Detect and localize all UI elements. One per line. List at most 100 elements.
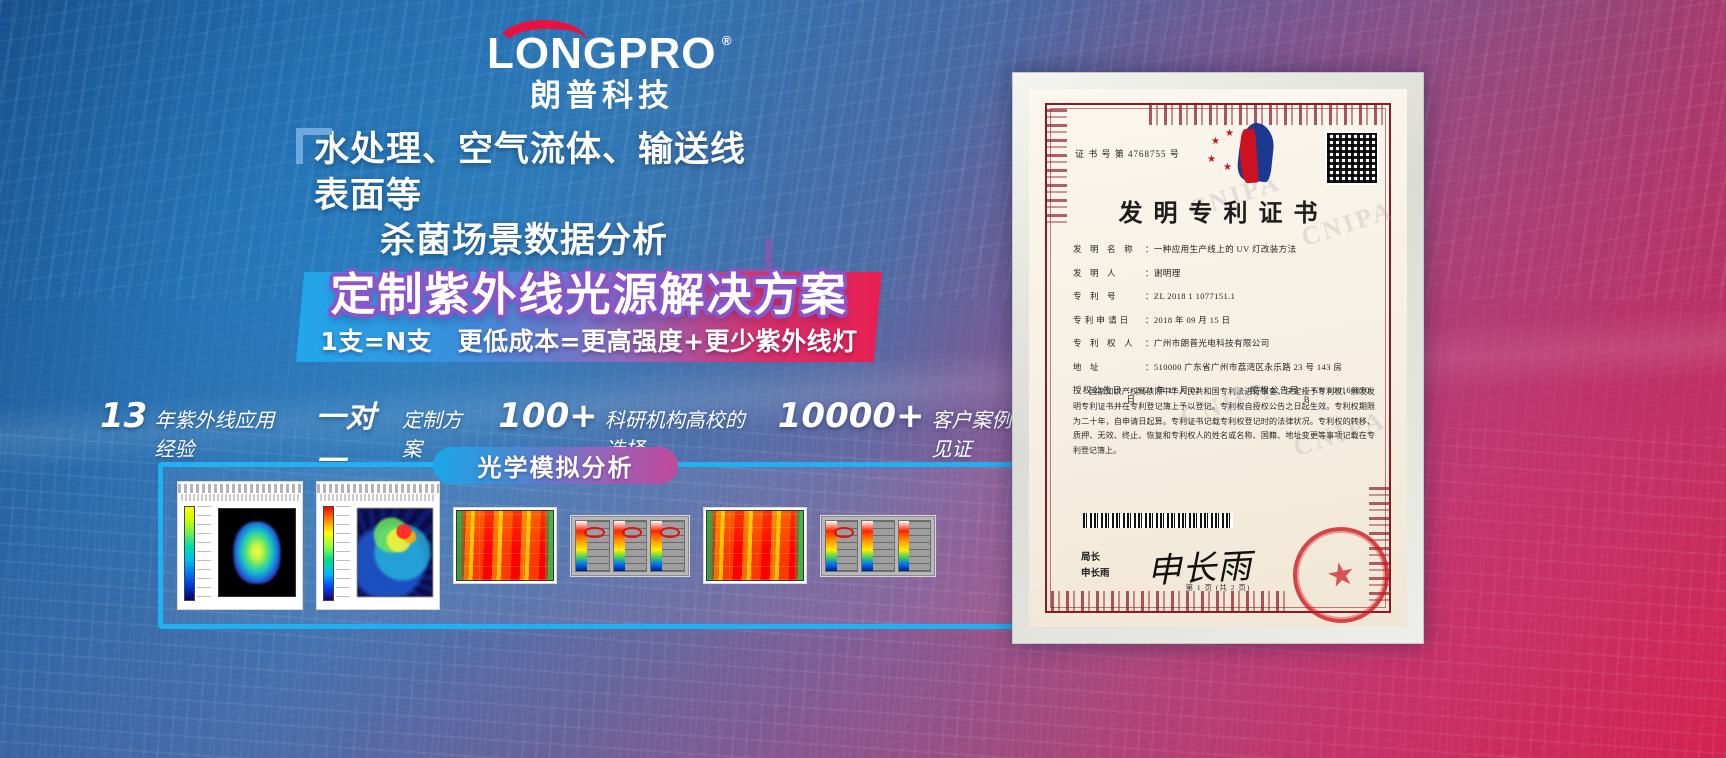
barcode-icon bbox=[1083, 513, 1233, 528]
colorbar-cell bbox=[575, 519, 610, 572]
bracket-bottom-right-icon bbox=[736, 238, 772, 275]
patent-certificate: CNIPA CNIPA CNIPA CNIPA 证 书 号 第 4768755 … bbox=[1012, 72, 1424, 644]
stat-number: 10000+ bbox=[777, 396, 925, 436]
ornament-top-icon bbox=[1149, 105, 1387, 125]
stat-number: 一对一 bbox=[315, 400, 376, 479]
simulation-image-colorbar-panel-1[interactable] bbox=[570, 514, 690, 577]
stats-row: 13 年紫外线应用经验 一对一 定制方案 100+ 科研机构高校的选择 1000… bbox=[100, 392, 1020, 480]
intensity-blob bbox=[233, 521, 281, 584]
field-application-date: 专利申请日 ：2018 年 09 月 15 日 bbox=[1073, 314, 1377, 325]
field-value: ：谢明理 bbox=[1145, 267, 1181, 278]
stat-label: 科研机构高校的选择 bbox=[604, 408, 745, 461]
field-address: 地 址 ：510000 广东省广州市荔湾区永乐路 23 号 143 房 bbox=[1073, 361, 1377, 372]
field-invention-name: 发 明 名 称 ：一种应用生产线上的 UV 灯改装方法 bbox=[1073, 245, 1377, 254]
field-value: ：广州市朗普光电科技有限公司 bbox=[1145, 338, 1270, 348]
highlight-ellipse-icon bbox=[834, 526, 854, 538]
director-block: 局长 申长雨 bbox=[1081, 551, 1110, 582]
colorbar-icon bbox=[576, 520, 588, 571]
slogan-sub: 1支=N支 更低成本=更高强度+更少紫外线灯 bbox=[320, 327, 858, 356]
highlight-ellipse-icon bbox=[622, 526, 643, 538]
headline-line-2: 杀菌场景数据分析 bbox=[379, 221, 668, 261]
colorbar-icon bbox=[898, 520, 910, 571]
headline-block: 水处理、空气流体、输送线表面等 杀菌场景数据分析 bbox=[296, 128, 772, 275]
colorbar-panel-group bbox=[821, 515, 935, 576]
field-key: 发 明 名 称 bbox=[1073, 244, 1136, 254]
registered-trademark-icon: ® bbox=[721, 33, 733, 48]
speckle-plot-area bbox=[357, 508, 433, 597]
field-patentee: 专 利 权 人 ：广州市朗普光电科技有限公司 bbox=[1073, 339, 1377, 348]
stat-item-customers: 10000+ 客户案例见证 bbox=[778, 396, 1020, 462]
field-key: 发 明 人 bbox=[1073, 267, 1119, 278]
cnipa-emblem-icon: ★ ★ ★ ★ bbox=[1205, 121, 1279, 185]
simulation-image-irradiance-speckle[interactable] bbox=[316, 481, 440, 610]
field-key: 专利申请日 bbox=[1073, 314, 1132, 325]
field-value: ：2021 年 11 月 02 日 bbox=[1126, 385, 1201, 404]
certificate-page: CNIPA CNIPA CNIPA CNIPA 证 书 号 第 4768755 … bbox=[1029, 89, 1407, 627]
simulation-image-illuminance-contour[interactable] bbox=[177, 481, 303, 610]
field-grant-date: 授权公告日 ：2021 年 11 月 02 日 bbox=[1073, 386, 1210, 403]
plot-title-text bbox=[317, 484, 439, 493]
field-inventor: 发 明 人 ：谢明理 bbox=[1073, 267, 1377, 278]
colorbar-icon bbox=[651, 520, 663, 571]
logo-wordmark-text: LONGPRO bbox=[487, 29, 717, 78]
field-value: ：ZL 2018 1 1077151.1 bbox=[1145, 291, 1236, 301]
bracket-top-left-icon bbox=[296, 128, 332, 164]
stat-item-one-to-one: 一对一 定制方案 bbox=[316, 392, 473, 480]
director-title: 局长 bbox=[1081, 553, 1101, 563]
stat-number: 13 bbox=[100, 396, 148, 436]
field-value: ：510000 广东省广州市荔湾区永乐路 23 号 143 房 bbox=[1145, 361, 1343, 372]
simulation-image-surface-map-1[interactable] bbox=[453, 507, 557, 584]
plot-title-text bbox=[178, 484, 302, 493]
field-key: 专 利 权 人 bbox=[1073, 338, 1136, 348]
optical-simulation-badge: 光学模拟分析 bbox=[433, 447, 678, 484]
simulation-image-colorbar-panel-2[interactable] bbox=[820, 514, 936, 577]
colorbar-cell bbox=[861, 519, 895, 572]
colorbar-tick-labels bbox=[336, 506, 350, 601]
field-patent-number: 专 利 号 ：ZL 2018 1 1077151.1 bbox=[1073, 292, 1377, 301]
field-value: ：2018 年 09 月 15 日 bbox=[1145, 314, 1231, 325]
logo-chinese-name: 朗普科技 bbox=[530, 78, 674, 114]
highlight-ellipse-icon bbox=[659, 526, 681, 538]
colorbar-icon bbox=[826, 520, 837, 571]
ornament-bottom-icon bbox=[1051, 591, 1287, 611]
stat-number: 100+ bbox=[498, 396, 598, 436]
simulation-image-surface-map-2[interactable] bbox=[703, 507, 807, 584]
certificate-number: 证 书 号 第 4768755 号 bbox=[1075, 149, 1180, 159]
certificate-title: 发明专利证书 bbox=[1118, 198, 1329, 227]
colorbar-cell bbox=[825, 519, 859, 572]
ornament-left-icon bbox=[1047, 109, 1067, 229]
company-logo: LONGPRO ® 朗普科技 bbox=[487, 15, 731, 114]
field-key: 授权公告日 bbox=[1073, 385, 1123, 395]
colorbar-cell bbox=[897, 519, 931, 572]
stat-label: 客户案例见证 bbox=[931, 408, 1012, 461]
contour-plot-area bbox=[218, 508, 296, 597]
colorbar-tick-labels bbox=[872, 520, 894, 571]
field-key: 授权公告号 bbox=[1250, 385, 1300, 395]
director-name: 申长雨 bbox=[1081, 568, 1110, 579]
background-roof-structure bbox=[0, 0, 1726, 300]
colorbar-tick-labels bbox=[909, 520, 930, 571]
surface-intensity-area bbox=[456, 510, 554, 581]
colorbar-icon bbox=[613, 520, 625, 571]
headline-line-1: 水处理、空气流体、输送线表面等 bbox=[314, 130, 747, 216]
emblem-star-icon: ★ bbox=[1225, 128, 1234, 139]
stat-item-experience: 13 年紫外线应用经验 bbox=[100, 396, 290, 462]
simulation-gallery bbox=[158, 462, 1150, 629]
emblem-star-icon: ★ bbox=[1207, 154, 1216, 165]
certificate-page-number: 第 1 页 (共 2 页) bbox=[1185, 583, 1251, 592]
colorbar-tick-labels bbox=[197, 506, 211, 601]
emblem-star-icon: ★ bbox=[1211, 136, 1220, 147]
stat-label: 定制方案 bbox=[401, 408, 462, 461]
field-value: ：一种应用生产线上的 UV 灯改装方法 bbox=[1145, 244, 1297, 254]
field-key: 地 址 bbox=[1073, 361, 1102, 372]
emblem-star-icon: ★ bbox=[1223, 162, 1232, 173]
certificate-fields: 发 明 名 称 ：一种应用生产线上的 UV 灯改装方法 发 明 人 ：谢明理 专… bbox=[1073, 245, 1377, 418]
colorbar-cell bbox=[650, 519, 686, 572]
plot-subtitle-text bbox=[320, 494, 436, 501]
colorbar-icon bbox=[862, 520, 873, 571]
slogan-gradient-bar bbox=[296, 272, 882, 362]
surface-intensity-area bbox=[706, 510, 804, 581]
